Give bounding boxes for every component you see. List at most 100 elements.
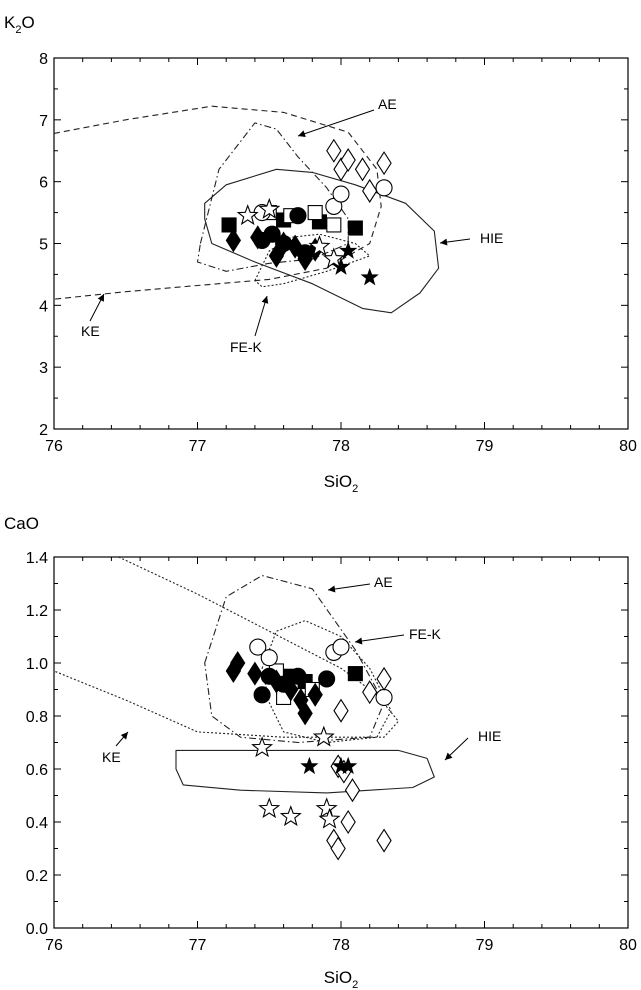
y-tick-label: 1.0	[26, 656, 48, 673]
marker-filled-diamond	[225, 228, 242, 253]
marker-open-diamond	[376, 151, 392, 176]
marker-open-star	[236, 204, 259, 226]
x-tick-label: 79	[476, 438, 494, 455]
marker-open-diamond	[344, 778, 361, 803]
y-axis-label: CaO	[4, 514, 39, 533]
marker-filled-diamond	[247, 661, 263, 686]
y-tick-label: 4	[39, 298, 48, 315]
marker-filled-star	[339, 241, 358, 259]
marker-open-square	[307, 205, 323, 221]
marker-open-diamond	[362, 680, 378, 705]
marker-filled-diamond	[275, 231, 292, 256]
y-tick-label: 2	[39, 422, 48, 439]
marker-open-star	[312, 725, 335, 747]
marker-filled-diamond	[297, 701, 313, 726]
x-tick-label: 80	[619, 438, 637, 455]
marker-filled-circle	[253, 686, 271, 704]
y-tick-label: 3	[39, 360, 48, 377]
x-tick-label: 76	[45, 937, 63, 954]
marker-filled-star	[360, 267, 379, 286]
y-tick-label: 1.4	[26, 550, 48, 567]
field-label-fe-k: FE-K	[230, 339, 263, 355]
y-tick-label: 0.2	[26, 868, 48, 885]
marker-open-diamond	[362, 178, 378, 203]
x-tick-label: 76	[45, 438, 63, 455]
x-tick-label: 79	[476, 937, 494, 954]
field-outline-ae	[196, 122, 349, 272]
y-tick-label: 0.4	[26, 815, 48, 832]
field-outline-fe-k	[261, 620, 392, 744]
y-tick-label: 7	[39, 113, 48, 130]
marker-open-star	[258, 197, 281, 219]
field-outline-hie	[175, 749, 435, 794]
field-label-hie: HIE	[480, 230, 503, 246]
x-tick-label: 78	[332, 937, 350, 954]
marker-open-star	[318, 807, 341, 829]
marker-open-diamond	[354, 157, 371, 182]
field-outline-ae	[204, 574, 385, 744]
x-axis-label: SiO2	[324, 968, 358, 990]
y-tick-label: 0.8	[26, 709, 48, 726]
marker-filled-diamond	[268, 669, 285, 694]
arrowhead-ke	[120, 732, 128, 740]
field-label-ke: KE	[81, 323, 100, 339]
marker-open-circle	[260, 649, 278, 667]
arrowhead-ae	[298, 130, 306, 137]
marker-filled-diamond	[268, 243, 285, 268]
marker-filled-diamond	[297, 246, 313, 271]
field-label-ae: AE	[378, 96, 397, 112]
marker-open-circle	[332, 185, 350, 203]
field-outline-ke	[54, 557, 399, 738]
y-tick-label: 0.0	[26, 921, 48, 938]
y-tick-label: 6	[39, 175, 48, 192]
marker-open-circle	[375, 688, 393, 707]
plot-frame	[53, 57, 629, 430]
arrowhead-ke	[97, 294, 104, 302]
arrow-ae	[327, 583, 371, 591]
y-axis-label: K2O	[4, 13, 35, 36]
marker-filled-star	[300, 756, 319, 775]
marker-filled-square	[347, 666, 363, 682]
field-label-fe-k: FE-K	[409, 626, 442, 642]
marker-open-star	[251, 736, 274, 758]
marker-open-circle	[375, 179, 393, 197]
marker-open-circle	[249, 638, 267, 656]
marker-open-diamond	[333, 698, 349, 723]
marker-filled-diamond	[307, 682, 323, 707]
marker-open-diamond	[376, 828, 392, 853]
chart-2: 0.0 0.2 0.4 0.6 0.8 1.0 1.2 1.4 76 77 78 79 80 SiO2 Ca…	[4, 514, 637, 990]
marker-open-diamond	[340, 809, 356, 835]
x-tick-label: 80	[619, 937, 637, 954]
arrowhead-fe-k	[355, 637, 363, 645]
marker-filled-circle	[318, 670, 336, 688]
marker-open-star	[322, 247, 345, 269]
marker-filled-circle	[289, 207, 307, 225]
marker-filled-star	[339, 756, 358, 775]
arrowhead-hie	[440, 238, 448, 246]
marker-open-star	[315, 797, 338, 819]
marker-open-diamond	[330, 836, 346, 861]
arrow-fe-k	[354, 634, 405, 643]
field-outline-hie	[204, 168, 440, 314]
arrowhead-fe-k	[261, 296, 269, 304]
arrowhead-hie	[445, 752, 453, 760]
marker-open-diamond	[376, 666, 392, 691]
y-tick-label: 5	[39, 237, 48, 254]
plot-frame	[53, 556, 629, 929]
field-label-hie: HIE	[478, 728, 501, 744]
x-tick-label: 77	[189, 937, 207, 954]
marker-open-star	[308, 235, 331, 256]
x-tick-label: 77	[189, 438, 207, 455]
marker-filled-diamond	[230, 650, 246, 676]
marker-filled-diamond	[283, 677, 299, 702]
marker-filled-circle	[289, 667, 307, 685]
marker-filled-square	[221, 217, 237, 233]
x-tick-label: 78	[332, 438, 350, 455]
marker-open-square	[326, 217, 342, 233]
field-label-ae: AE	[374, 574, 393, 590]
marker-open-diamond	[326, 138, 342, 163]
y-tick-label: 1.2	[26, 603, 48, 620]
marker-open-star	[258, 797, 281, 819]
